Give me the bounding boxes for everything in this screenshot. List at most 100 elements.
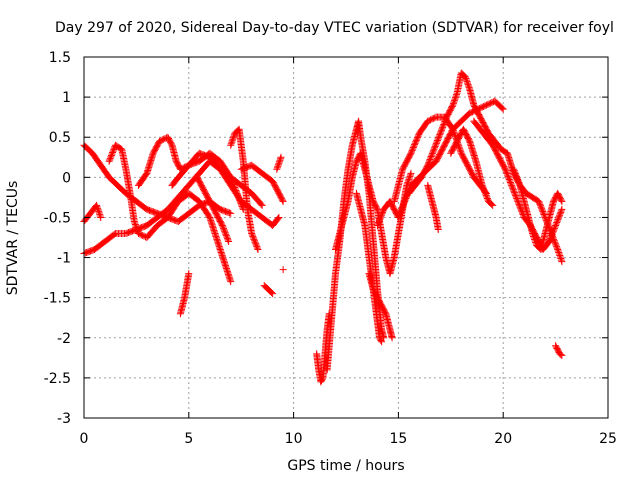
data-point [278,196,286,204]
data-point [277,155,284,163]
data-point [107,151,115,159]
data-point [411,141,419,149]
data-point [455,143,463,151]
data-point [273,164,281,172]
data-point [132,222,140,230]
data-point [404,177,412,185]
data-point [224,236,232,244]
data-point [433,137,441,145]
data-point [553,243,561,251]
data-point [449,101,457,109]
data-point [248,231,256,239]
data-point [549,229,557,237]
data-point [229,135,237,143]
data-point [510,189,518,197]
data-point [546,235,554,243]
data-point [512,192,520,200]
data-point [489,201,497,209]
data-point [449,127,457,135]
data-point [407,149,415,157]
data-point [375,219,383,227]
data-point [274,162,282,170]
data-point [550,224,558,232]
data-point [424,160,432,168]
data-point [505,174,513,182]
data-point [540,211,548,219]
data-point [552,221,560,229]
data-point [450,128,458,136]
data-point [434,225,442,233]
x-tick-label: 10 [285,431,303,447]
data-point [551,240,559,248]
x-axis-label: GPS time / hours [287,458,404,474]
series-track-m [279,266,287,274]
data-point [373,204,381,212]
data-point [248,229,256,237]
data-point [250,235,258,243]
data-point [502,168,510,176]
data-point [376,214,384,222]
data-point [251,238,259,246]
data-point [529,229,537,237]
data-point [425,157,433,165]
data-point [277,153,285,161]
data-point [105,157,113,165]
data-point [106,154,114,162]
data-point [396,209,404,217]
data-point [219,224,227,232]
data-point [514,199,522,207]
data-point [227,209,235,217]
series-track-a [80,141,235,225]
data-point [222,230,230,238]
data-point [483,193,491,201]
data-point [426,155,434,163]
data-point [538,206,546,214]
data-point [400,200,408,208]
y-axis-label: SDTVAR / TECUs [5,181,21,296]
data-point [221,227,229,235]
data-point [132,223,140,231]
data-point [553,217,561,225]
data-point [432,139,440,147]
data-point [131,220,139,228]
data-point [395,212,403,220]
data-point [249,234,257,242]
data-point [550,226,558,234]
data-point [482,190,490,198]
series-track-j [237,161,287,205]
data-point [558,197,566,205]
data-point [406,171,414,179]
data-point [412,138,420,146]
data-point [556,253,564,261]
data-point [441,116,449,124]
data-point [221,229,229,237]
data-point [257,200,265,208]
data-point [557,351,565,359]
data-point [530,232,538,240]
data-point [398,205,406,213]
data-point [273,165,281,173]
data-point [441,118,449,126]
data-point [515,178,523,186]
data-point [225,209,233,217]
data-point [222,232,230,240]
data-point [405,174,413,182]
x-tick-label: 15 [389,431,407,447]
series-track-l [273,153,285,173]
data-point [430,145,438,153]
data-point [440,120,448,128]
series-track-g [176,270,193,318]
data-point [399,202,407,210]
data-point [227,141,235,149]
data-point [376,216,384,224]
data-point [275,159,283,167]
data-point [438,125,446,133]
data-point [437,128,445,136]
data-point [545,238,553,246]
data-point [499,105,507,113]
data-point [531,237,539,245]
data-points [80,69,566,386]
data-point [461,73,469,81]
data-point [449,125,457,133]
data-point [557,208,565,216]
